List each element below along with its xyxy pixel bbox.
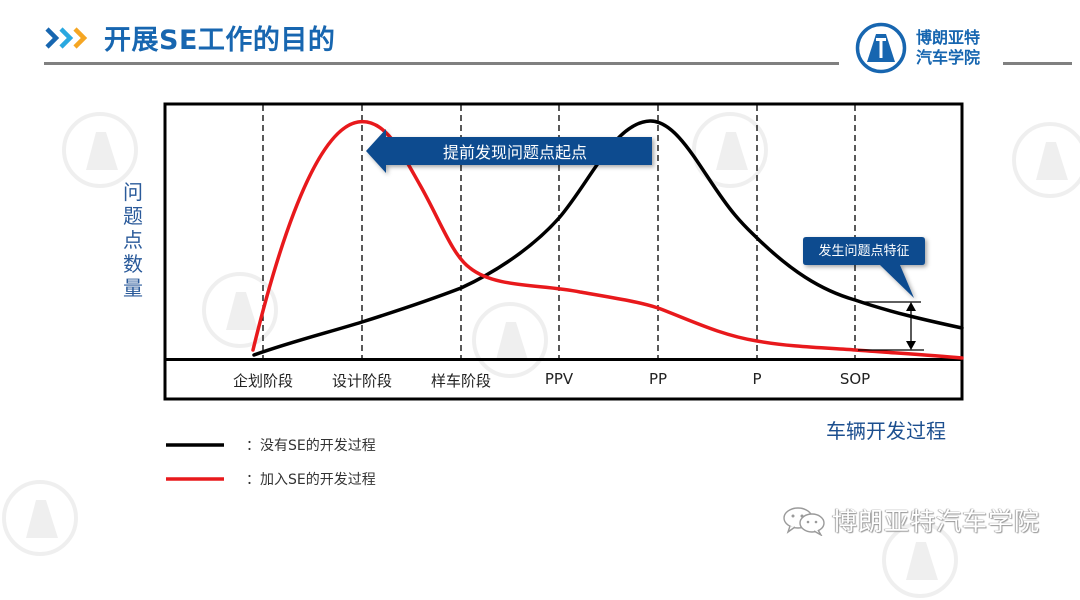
wechat-watermark-text: 博朗亚特汽车学院 bbox=[832, 507, 1041, 536]
x-tick-label: PPV bbox=[544, 370, 574, 388]
page-title: 开展SE工作的目的 bbox=[104, 25, 336, 56]
arrow-down-icon bbox=[906, 341, 916, 350]
series-with-se bbox=[251, 120, 964, 360]
chevrons-icon bbox=[45, 27, 88, 49]
legend-label: ：加入SE的开发过程 bbox=[246, 472, 376, 488]
wechat-icon bbox=[783, 507, 825, 536]
callout-bubble-shape bbox=[803, 237, 925, 298]
callout-issue-characteristic: 发生问题点特征 bbox=[818, 244, 910, 259]
x-tick-label: 样车阶段 bbox=[430, 372, 492, 390]
callout-arrow-shape bbox=[366, 129, 652, 173]
brand-name-line1: 博朗亚特 bbox=[916, 28, 981, 47]
arrow-up-icon bbox=[906, 302, 916, 311]
x-axis-title: 车辆开发过程 bbox=[826, 419, 946, 443]
callout-early-detection: 提前发现问题点起点 bbox=[442, 143, 587, 162]
x-tick-label: P bbox=[752, 370, 762, 388]
y-axis-label: 问 题 点 数 量 bbox=[123, 180, 143, 300]
brand-name-line2: 汽车学院 bbox=[916, 48, 981, 67]
brand-name: 博朗亚特 汽车学院 bbox=[916, 28, 980, 68]
x-tick-label: SOP bbox=[839, 370, 871, 388]
header-divider bbox=[44, 62, 839, 65]
x-tick-label: PP bbox=[648, 370, 668, 388]
legend-label: ：没有SE的开发过程 bbox=[246, 438, 376, 454]
series-without-se bbox=[252, 119, 964, 357]
process-chart bbox=[163, 102, 964, 481]
brand-logo-icon bbox=[855, 22, 907, 74]
x-tick-label: 企划阶段 bbox=[232, 372, 294, 390]
plot-frame bbox=[163, 102, 964, 401]
header-divider-right bbox=[1003, 62, 1072, 65]
x-tick-label: 设计阶段 bbox=[331, 372, 393, 390]
gap-measure bbox=[858, 301, 924, 351]
